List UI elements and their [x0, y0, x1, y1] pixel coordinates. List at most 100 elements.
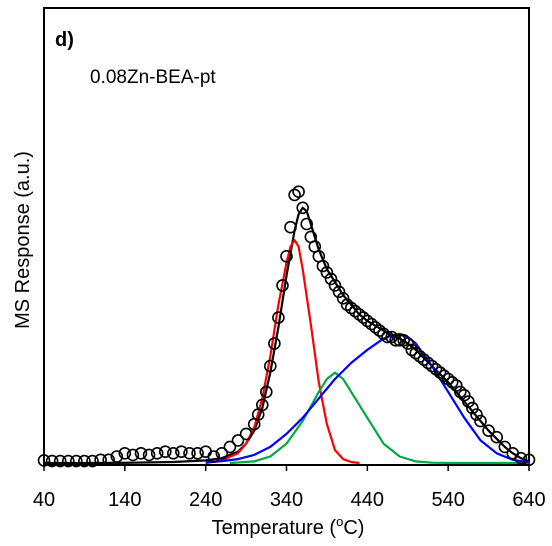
data-point [429, 362, 443, 376]
data-point [466, 401, 479, 415]
x-tick-label: 140 [108, 489, 141, 511]
x-tick-label: 240 [189, 489, 222, 511]
data-point [324, 272, 338, 286]
data-point [377, 327, 390, 341]
data-point [340, 298, 354, 312]
data-point [474, 414, 487, 428]
data-point [421, 356, 435, 370]
x-axis-title: Temperature (oC) [212, 514, 365, 539]
data-point [385, 330, 398, 344]
data-point [490, 430, 504, 444]
data-point [263, 359, 277, 373]
data-point [167, 446, 180, 460]
data-point [441, 372, 455, 386]
data-point [118, 446, 132, 460]
series-line-2 [205, 239, 360, 465]
data-point [514, 451, 528, 465]
data-point [425, 359, 439, 373]
data-point [215, 446, 229, 460]
data-point [373, 324, 386, 337]
data-point [239, 427, 253, 441]
x-tick-label: 540 [431, 489, 464, 511]
data-point [276, 279, 289, 292]
data-point [470, 408, 483, 421]
data-point [397, 333, 411, 347]
data-point [255, 398, 269, 412]
data-point [498, 440, 512, 454]
data-point [462, 395, 475, 408]
data-point [393, 333, 407, 347]
data-point [231, 434, 245, 447]
data-point [482, 424, 495, 438]
data-point [288, 188, 301, 202]
data-point [259, 385, 273, 399]
data-point [110, 450, 124, 463]
data-point [62, 454, 75, 468]
data-point [292, 185, 305, 198]
data-point [296, 201, 310, 215]
data-point [183, 446, 196, 460]
data-point [381, 330, 394, 344]
data-point [409, 346, 423, 360]
data-point [449, 379, 463, 392]
data-point [199, 445, 212, 459]
data-point [175, 445, 188, 459]
data-point [405, 343, 419, 357]
data-point [336, 291, 350, 305]
series-line-4 [205, 332, 530, 464]
data-point [417, 353, 431, 366]
data-point [142, 448, 156, 462]
data-point [207, 450, 221, 463]
data-point [191, 446, 204, 460]
data-point [453, 385, 467, 399]
x-tick-label: 40 [33, 489, 55, 511]
data-point [102, 453, 115, 467]
data-point [280, 249, 293, 263]
data-point [356, 311, 370, 324]
y-axis-title: MS Response (a.u.) [12, 151, 34, 329]
data-point [352, 308, 366, 321]
x-tick-label: 340 [270, 489, 303, 511]
data-point [445, 375, 459, 389]
data-point [320, 266, 334, 279]
data-point [268, 337, 281, 350]
data-point [344, 301, 358, 315]
data-point [365, 317, 378, 331]
data-point [78, 454, 91, 468]
x-tick-label: 440 [351, 489, 384, 511]
data-point [457, 388, 471, 402]
data-point [348, 304, 362, 318]
data-point [45, 454, 59, 468]
data-point [150, 446, 164, 460]
panel-label: d) [55, 29, 74, 51]
data-point [53, 454, 67, 468]
data-point [316, 259, 330, 273]
series-markers-0 [37, 185, 536, 468]
data-point [126, 448, 140, 462]
data-point [134, 446, 148, 460]
data-point [369, 320, 382, 334]
data-point [433, 366, 447, 379]
sample-annotation: 0.08Zn-BEA-pt [90, 67, 216, 88]
data-point [360, 314, 374, 328]
data-point [413, 350, 427, 363]
data-point [284, 220, 297, 234]
data-point [328, 279, 342, 292]
series-line-3 [229, 371, 529, 465]
series-layer [37, 185, 536, 468]
data-point [300, 217, 314, 231]
series-line-1 [44, 206, 530, 465]
data-point [94, 453, 107, 467]
x-tick-label: 640 [512, 489, 545, 511]
data-point [159, 445, 172, 459]
data-point [437, 369, 451, 383]
data-point [70, 454, 83, 468]
x-axis-ticks: 40 140 240 340 440 540 640 [33, 465, 546, 511]
data-point [332, 285, 346, 299]
data-point [223, 440, 237, 454]
data-point [86, 454, 99, 468]
data-point [389, 333, 402, 347]
data-point [401, 337, 415, 350]
data-point [272, 311, 285, 324]
